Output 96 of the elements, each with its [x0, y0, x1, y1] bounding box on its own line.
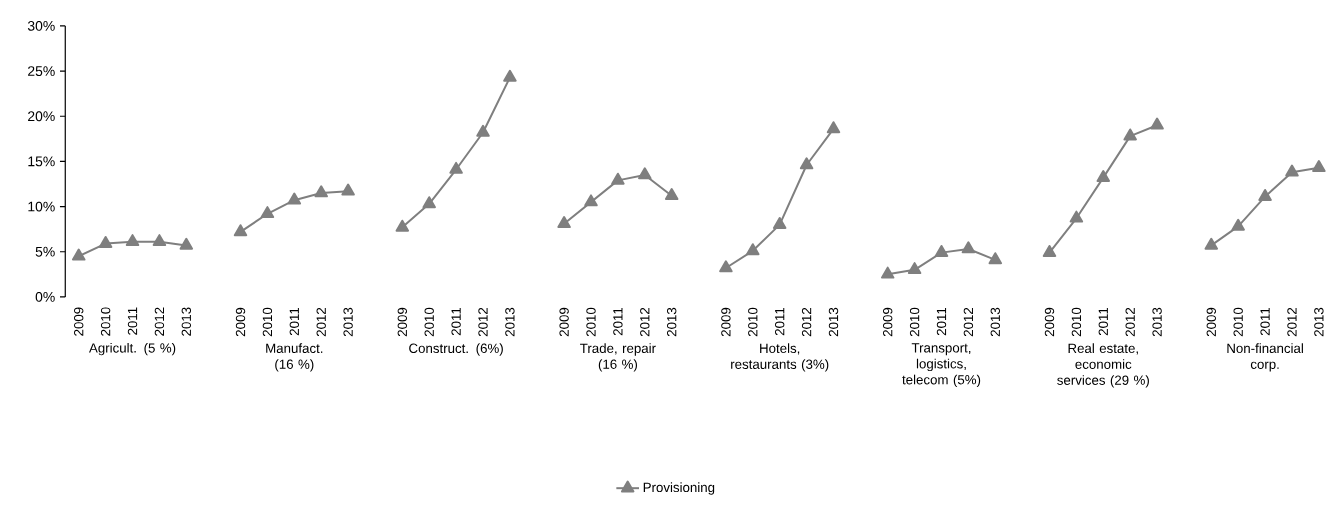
point — [125, 234, 140, 247]
x-tick-label: 2011 — [127, 307, 138, 335]
point — [1123, 128, 1137, 141]
x-axis-title: Transport, logistics, telecom (5%) — [902, 343, 981, 387]
x-tick-label: 2012 — [640, 307, 650, 337]
x-tick-label: 2009 — [74, 307, 84, 336]
x-tick-label: 2012 — [801, 307, 812, 337]
x-tick-label: 2009 — [1044, 307, 1055, 337]
point — [422, 196, 436, 209]
point — [1258, 188, 1272, 201]
point — [314, 185, 328, 198]
point — [476, 124, 490, 137]
point — [1285, 164, 1299, 177]
point — [1312, 160, 1326, 172]
x-tick-label: 2011 — [775, 307, 785, 336]
x-axis-title: Non-financial corp. — [1227, 343, 1303, 372]
point — [71, 248, 86, 261]
x-tick-label: 2013 — [181, 307, 192, 336]
point — [880, 266, 895, 279]
point — [1204, 237, 1219, 250]
x-tick-label: 2013 — [1314, 307, 1324, 337]
point — [449, 161, 463, 174]
point — [826, 121, 841, 134]
point — [341, 183, 355, 196]
x-tick-label: 2012 — [478, 307, 488, 337]
y-tick-label: 25% — [28, 66, 55, 76]
x-tick-label: 2013 — [505, 307, 515, 337]
point — [152, 234, 167, 247]
x-axis-title: Hotels, restaurants (3%) — [731, 343, 829, 372]
x-tick-label: 2012 — [154, 307, 165, 336]
y-tick-label: 0% — [35, 291, 55, 302]
x-tick-label: 2010 — [586, 307, 596, 337]
point — [179, 237, 194, 250]
point — [719, 260, 733, 273]
x-tick-label: 2009 — [559, 307, 569, 337]
point — [1150, 117, 1164, 130]
point — [746, 243, 760, 256]
x-tick-label: 2013 — [990, 307, 1000, 337]
point — [772, 216, 787, 229]
x-tick-label: 2013 — [343, 307, 353, 337]
x-tick-label: 2011 — [289, 307, 300, 336]
x-tick-label: 2009 — [397, 307, 408, 337]
x-tick-label: 2010 — [100, 307, 111, 336]
point — [233, 224, 248, 237]
x-tick-label: 2012 — [1125, 307, 1135, 337]
x-tick-label: 2009 — [721, 307, 731, 337]
y-tick-label: 10% — [28, 201, 55, 212]
x-tick-label: 2013 — [667, 307, 677, 337]
y-tick-label: 5% — [35, 246, 55, 257]
x-tick-label: 2010 — [1233, 307, 1243, 337]
point — [287, 192, 302, 205]
x-tick-label: 2011 — [936, 307, 947, 336]
point — [799, 157, 814, 170]
x-axis-title: Construct. (6%) — [409, 343, 503, 356]
x-axis-title: Manufact. (16 %) — [266, 343, 323, 372]
point — [934, 244, 949, 257]
point — [907, 262, 922, 275]
point — [1069, 210, 1084, 223]
point — [584, 194, 598, 207]
y-tick-label: 15% — [28, 156, 55, 167]
point — [557, 216, 571, 229]
x-tick-label: 2009 — [235, 307, 246, 337]
x-tick-label: 2011 — [451, 307, 461, 336]
point — [260, 206, 275, 219]
point — [611, 172, 625, 185]
x-tick-label: 2010 — [1071, 307, 1082, 337]
x-tick-label: 2011 — [1098, 307, 1108, 336]
x-tick-label: 2009 — [1206, 307, 1216, 337]
x-axis-title: Real estate, economic services (29 %) — [1057, 343, 1149, 388]
x-tick-label: 2013 — [828, 307, 839, 337]
x-tick-label: 2013 — [1152, 307, 1162, 337]
legend-label: Provisioning — [643, 482, 715, 495]
x-tick-label: 2012 — [316, 307, 326, 337]
x-axis-title: Agricult. (5 %) — [88, 342, 176, 356]
point — [961, 241, 976, 254]
point — [664, 188, 679, 200]
point — [1096, 169, 1111, 182]
point — [1231, 218, 1245, 231]
point — [98, 235, 113, 248]
x-tick-label: 2009 — [883, 307, 893, 337]
point — [988, 252, 1003, 265]
y-tick-label: 20% — [28, 111, 55, 122]
x-axis-title: Trade, repair (16 %) — [580, 343, 656, 372]
x-tick-label: 2010 — [748, 307, 758, 337]
x-tick-label: 2012 — [963, 307, 974, 337]
point — [638, 167, 652, 180]
point — [1042, 244, 1057, 257]
x-tick-label: 2010 — [424, 307, 434, 337]
x-tick-label: 2011 — [1260, 307, 1270, 336]
point — [503, 69, 517, 82]
x-tick-label: 2010 — [262, 307, 273, 337]
y-tick-label: 30% — [27, 20, 55, 31]
point — [395, 219, 410, 232]
x-tick-label: 2010 — [909, 307, 920, 337]
x-tick-label: 2012 — [1287, 307, 1297, 337]
x-tick-label: 2011 — [613, 307, 623, 336]
